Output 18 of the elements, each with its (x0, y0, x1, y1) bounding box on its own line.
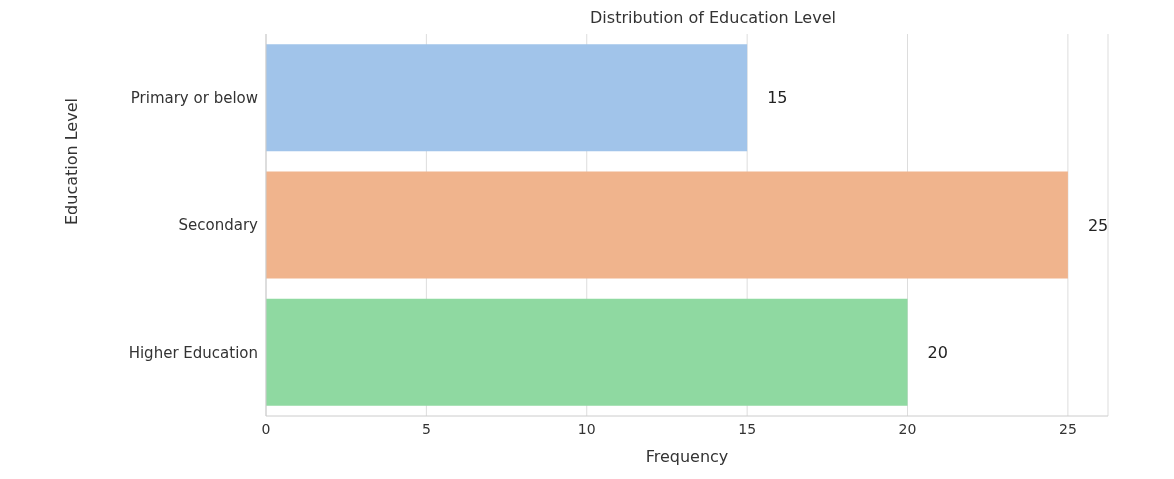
x-tick-label: 25 (1058, 420, 1077, 437)
y-tick-label: Higher Education (128, 343, 258, 362)
x-tick-label: 0 (261, 420, 271, 437)
bar (266, 44, 748, 152)
data-label: 25 (1087, 215, 1109, 235)
bar (266, 171, 1068, 279)
x-tick-label: 20 (898, 420, 917, 437)
y-tick-label: Primary or below (130, 88, 258, 107)
x-tick-label: 10 (577, 420, 596, 437)
x-tick-label: 15 (738, 420, 757, 437)
chart-title: Distribution of Education Level (589, 8, 837, 29)
x-axis-title: Frequency (645, 447, 729, 466)
data-label: 15 (767, 88, 788, 108)
data-label: 20 (927, 343, 948, 363)
x-tick-label: 5 (421, 420, 431, 437)
y-tick-label: Secondary (178, 216, 259, 235)
bar (266, 298, 908, 406)
y-axis-title: Education Level (61, 98, 81, 225)
